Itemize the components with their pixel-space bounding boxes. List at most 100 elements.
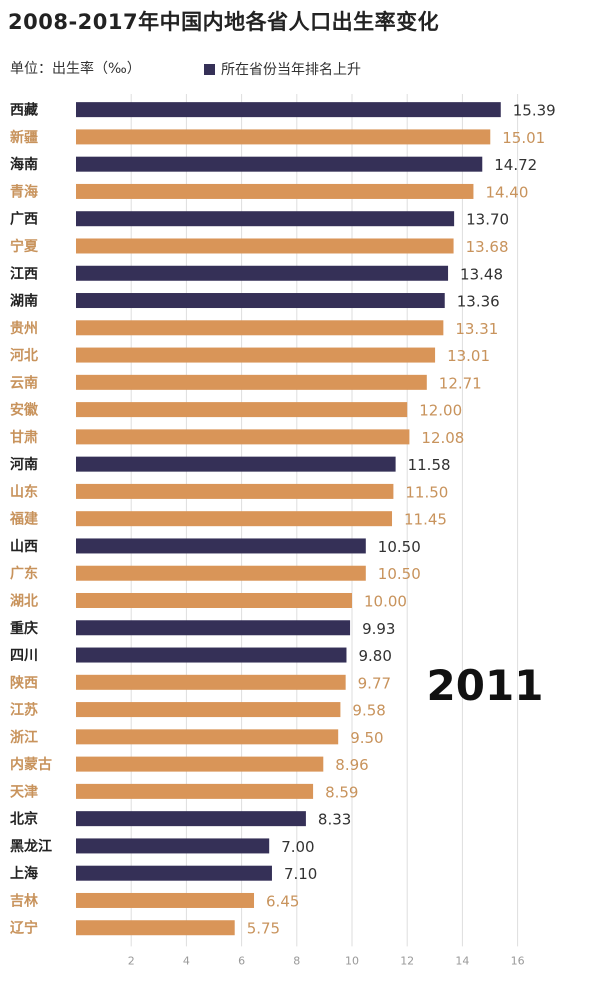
bar (76, 374, 427, 390)
value-label: 9.93 (362, 620, 395, 638)
bar (76, 865, 272, 881)
value-label: 9.50 (350, 729, 383, 747)
x-tick-label: 4 (183, 954, 190, 967)
value-label: 15.39 (513, 102, 556, 120)
bar (76, 347, 436, 363)
value-label: 11.45 (404, 511, 447, 529)
value-label: 12.08 (421, 429, 464, 447)
bar (76, 402, 408, 418)
category-label: 陕西 (10, 674, 38, 691)
category-label: 甘肃 (10, 429, 38, 446)
category-label: 重庆 (10, 620, 38, 637)
value-label: 5.75 (247, 920, 280, 938)
value-label: 6.45 (266, 892, 299, 910)
category-label: 江苏 (10, 702, 38, 719)
bar (76, 565, 366, 581)
value-label: 13.36 (457, 293, 500, 311)
bar (76, 156, 483, 172)
value-label: 11.50 (405, 483, 448, 501)
value-label: 9.58 (352, 702, 385, 720)
value-label: 13.68 (466, 238, 509, 256)
bar (76, 538, 366, 554)
unit-label: 单位：出生率（‰） (10, 61, 141, 77)
legend-swatch (204, 63, 215, 75)
bar (76, 511, 393, 527)
category-label: 安徽 (10, 402, 39, 419)
bar (76, 702, 341, 718)
category-label: 上海 (10, 865, 38, 882)
value-label: 8.33 (318, 811, 351, 829)
bar (76, 729, 339, 745)
category-label: 山西 (10, 539, 38, 555)
category-label: 山东 (10, 483, 38, 500)
value-label: 14.72 (494, 156, 537, 174)
bar (76, 920, 235, 936)
bar (76, 102, 501, 118)
bar (76, 129, 491, 145)
value-label: 12.71 (439, 374, 482, 392)
category-label: 广西 (10, 211, 38, 228)
category-label: 天津 (10, 783, 38, 800)
bar (76, 265, 449, 281)
value-label: 7.10 (284, 865, 317, 883)
value-label: 13.31 (455, 320, 498, 338)
bar (76, 429, 410, 445)
chart-title: 2008-2017年中国内地各省人口出生率变化 (8, 10, 440, 34)
category-label: 宁夏 (10, 238, 39, 255)
legend: 所在省份当年排名上升 (204, 58, 361, 80)
bar (76, 320, 444, 336)
value-label: 14.40 (485, 183, 528, 201)
x-tick-label: 8 (293, 954, 300, 967)
value-label: 9.77 (358, 674, 391, 692)
category-label: 四川 (10, 648, 38, 664)
bar (76, 756, 324, 772)
category-label: 河北 (10, 347, 38, 364)
bar (76, 647, 347, 663)
x-tick-label: 2 (128, 954, 135, 967)
value-label: 13.01 (447, 347, 490, 365)
value-label: 15.01 (502, 129, 545, 147)
value-label: 8.59 (325, 783, 358, 801)
category-label: 湖北 (10, 593, 38, 609)
x-tick-label: 6 (238, 954, 245, 967)
category-label: 福建 (9, 511, 38, 528)
bar (76, 592, 352, 608)
category-label: 新疆 (10, 129, 38, 146)
category-label: 云南 (10, 374, 38, 391)
x-tick-label: 16 (511, 954, 525, 967)
bar (76, 211, 455, 227)
bar (76, 838, 270, 854)
bar (76, 483, 394, 499)
category-label: 浙江 (10, 729, 38, 746)
legend-label: 所在省份当年排名上升 (221, 62, 361, 78)
bar (76, 892, 255, 908)
category-label: 湖南 (10, 293, 38, 310)
bar (76, 783, 314, 799)
value-label: 12.00 (419, 402, 462, 420)
value-label: 13.70 (466, 211, 509, 229)
category-label: 北京 (10, 811, 38, 828)
value-label: 10.50 (378, 565, 421, 583)
bar (76, 183, 474, 199)
category-label: 广东 (10, 565, 38, 582)
x-tick-label: 12 (400, 954, 414, 967)
value-label: 9.80 (358, 647, 391, 665)
value-label: 13.48 (460, 265, 503, 283)
value-label: 10.00 (364, 592, 407, 610)
bar (76, 456, 396, 472)
category-label: 贵州 (10, 320, 38, 337)
x-tick-label: 10 (345, 954, 359, 967)
category-label: 西藏 (10, 102, 38, 119)
value-label: 8.96 (335, 756, 368, 774)
category-label: 青海 (10, 183, 38, 200)
category-label: 辽宁 (10, 920, 38, 937)
category-label: 吉林 (10, 892, 38, 909)
category-label: 江西 (10, 265, 38, 282)
value-label: 10.50 (378, 538, 421, 556)
bar (76, 620, 351, 636)
bar (76, 238, 454, 254)
category-label: 内蒙古 (10, 756, 52, 773)
value-label: 7.00 (281, 838, 314, 856)
x-tick-label: 14 (455, 954, 469, 967)
bar (76, 811, 306, 827)
